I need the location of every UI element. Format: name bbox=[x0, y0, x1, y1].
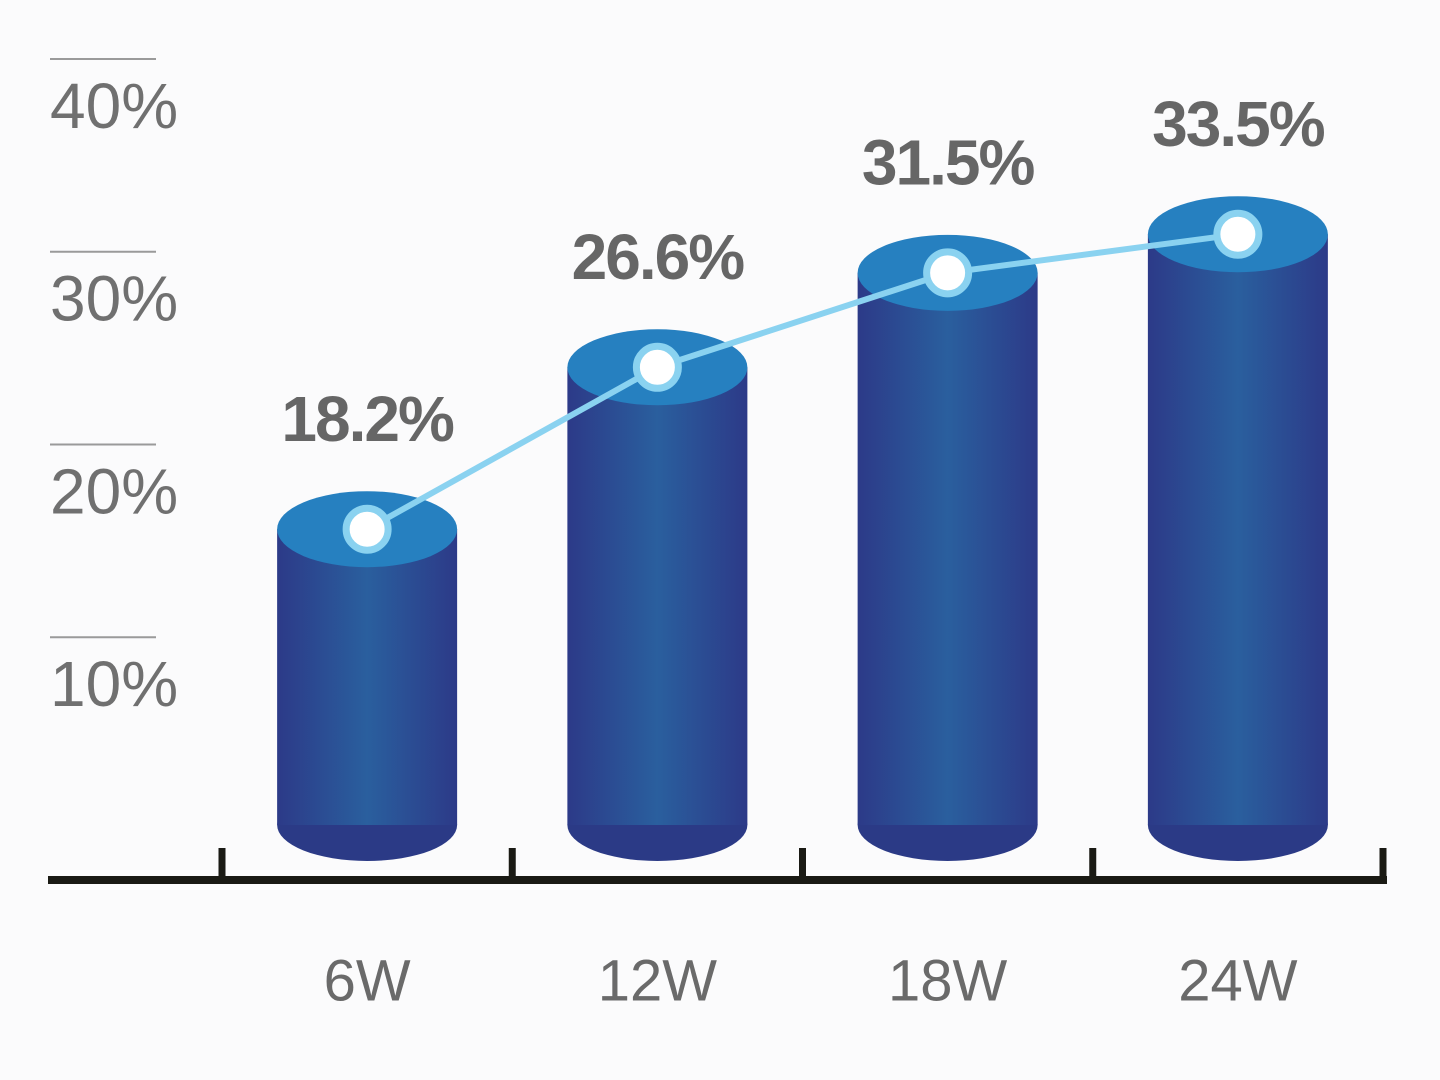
bar bbox=[857, 234, 1038, 861]
bar bbox=[567, 329, 748, 861]
bar-part bbox=[567, 367, 748, 825]
line-point bbox=[342, 504, 392, 554]
y-tick-label: 30% bbox=[50, 263, 178, 335]
bar-part bbox=[277, 529, 458, 825]
bar bbox=[1147, 196, 1328, 861]
value-label: 18.2% bbox=[281, 383, 454, 455]
bar-part bbox=[1147, 234, 1328, 826]
x-tick-label: 18W bbox=[888, 948, 1008, 1013]
bar bbox=[277, 491, 458, 861]
y-tick-label: 40% bbox=[50, 70, 178, 142]
bar-part bbox=[857, 272, 1038, 825]
value-label: 33.5% bbox=[1152, 88, 1325, 160]
line bbox=[365, 231, 1239, 532]
value-label: 26.6% bbox=[572, 221, 745, 293]
x-tick-label: 24W bbox=[1178, 948, 1298, 1013]
x-tick-label: 6W bbox=[324, 948, 411, 1013]
line-point bbox=[1213, 209, 1263, 259]
line-point bbox=[632, 342, 682, 392]
y-tick-label: 20% bbox=[50, 455, 178, 527]
line-point bbox=[923, 248, 973, 298]
y-tick-label: 10% bbox=[50, 648, 178, 720]
x-tick-label: 12W bbox=[598, 948, 718, 1013]
value-label: 31.5% bbox=[862, 127, 1035, 199]
